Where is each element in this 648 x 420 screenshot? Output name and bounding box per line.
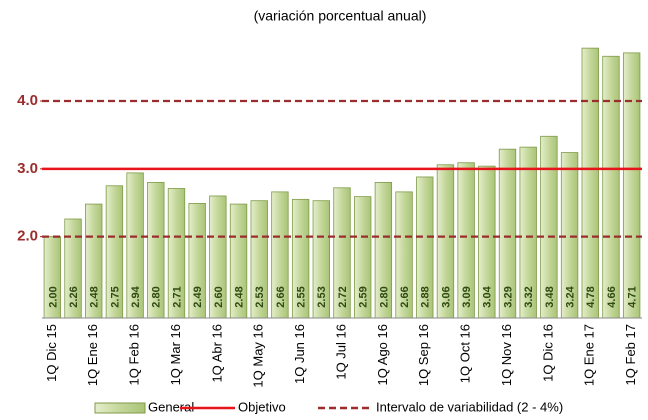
- value-label: 4.71: [627, 286, 639, 307]
- x-tick-label: 1Q Nov 16: [499, 324, 514, 386]
- value-label: 2.80: [378, 286, 390, 307]
- x-tick-label: 1Q Mar 16: [168, 324, 183, 385]
- x-tick-label: 1Q Ago 16: [375, 324, 390, 385]
- bar: [622, 52, 641, 319]
- y-tick-label: 3.0: [17, 160, 38, 177]
- value-label: 2.26: [68, 286, 80, 307]
- x-tick-label: 1Q Jun 16: [292, 324, 307, 384]
- y-tick-label: 4.0: [17, 92, 38, 109]
- value-label: 2.48: [89, 286, 101, 307]
- x-tick-label: 1Q Sep 16: [416, 324, 431, 386]
- legend-label: General: [148, 399, 194, 414]
- value-label: 2.49: [192, 286, 204, 307]
- chart-subtitle: (variación porcentual anual): [254, 8, 427, 24]
- value-label: 3.06: [440, 286, 452, 307]
- value-label: 2.60: [213, 286, 225, 307]
- bar: [581, 47, 599, 319]
- y-tick-label: 2.0: [17, 228, 38, 245]
- value-label: 2.88: [420, 286, 432, 307]
- x-tick-label: 1Q Feb 17: [623, 324, 638, 385]
- x-tick-label: 1Q Ene 17: [582, 324, 597, 386]
- value-label: 3.48: [544, 286, 556, 307]
- value-label: 2.80: [151, 286, 163, 307]
- value-label: 2.72: [337, 286, 349, 307]
- x-tick-label: 1Q Oct 16: [458, 324, 473, 383]
- legend-label: Intervalo de variabilidad (2 - 4%): [376, 399, 563, 414]
- value-label: 3.32: [523, 286, 535, 307]
- x-tick-label: 1Q Dic 16: [540, 324, 555, 382]
- x-tick-label: 1Q Feb 16: [127, 324, 142, 385]
- bar: [602, 55, 620, 319]
- value-label: 2.66: [275, 286, 287, 307]
- value-label: 3.24: [564, 285, 576, 307]
- x-tick-label: 1Q Jul 16: [333, 324, 348, 380]
- x-tick-label: 1Q Ene 16: [85, 324, 100, 386]
- x-tick-label: 1Q Dic 15: [44, 324, 59, 382]
- legend-label: Objetivo: [238, 399, 286, 414]
- value-label: 2.48: [233, 286, 245, 307]
- value-label: 2.53: [254, 286, 266, 307]
- value-label: 2.71: [171, 286, 183, 307]
- x-tick-label: 1Q Abr 16: [209, 324, 224, 383]
- value-label: 2.00: [47, 286, 59, 307]
- value-label: 3.09: [461, 286, 473, 307]
- value-label: 3.04: [482, 285, 494, 307]
- value-label: 2.53: [316, 286, 328, 307]
- value-label: 2.94: [130, 285, 142, 307]
- value-label: 3.29: [502, 286, 514, 307]
- value-label: 2.75: [109, 286, 121, 307]
- value-label: 4.78: [585, 286, 597, 307]
- value-label: 2.66: [399, 286, 411, 307]
- legend-swatch: [94, 402, 146, 414]
- value-label: 2.59: [358, 286, 370, 307]
- value-label: 2.55: [296, 286, 308, 307]
- x-tick-label: 1Q May 16: [251, 324, 266, 388]
- value-label: 4.66: [606, 286, 618, 307]
